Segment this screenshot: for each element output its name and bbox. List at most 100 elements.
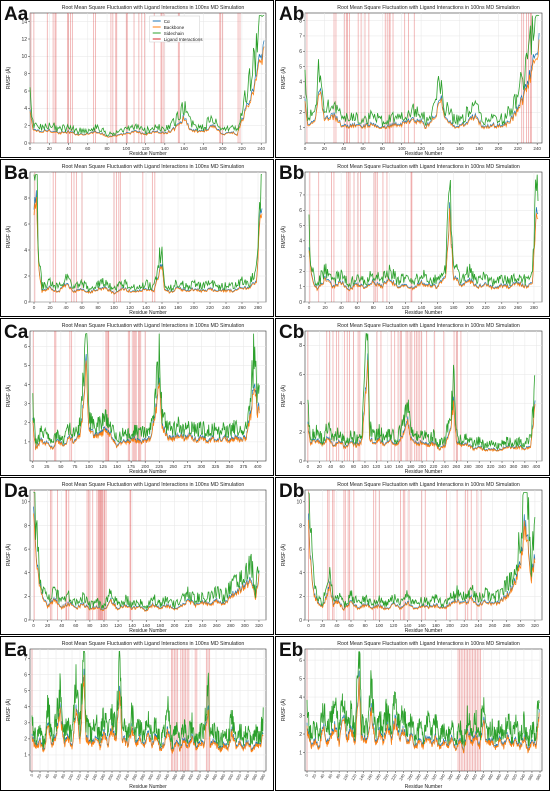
x-tick-label: 80 (371, 305, 377, 310)
x-tick-label: 40 (341, 146, 347, 151)
y-tick-label: 4 (299, 80, 302, 86)
x-tick-label: 375 (240, 464, 248, 469)
x-tick-label: 220 (460, 623, 468, 628)
y-axis-label: RMSF (Å) (5, 226, 12, 249)
y-tick-label: 5 (299, 64, 302, 70)
x-tick-label: 20 (47, 305, 53, 310)
x-tick-label: 420 (195, 772, 203, 781)
chart-title: Root Mean Square Fluctuation with Ligand… (337, 5, 520, 11)
chart-title: Root Mean Square Fluctuation with Ligand… (337, 323, 520, 329)
x-tick-label: 200 (446, 623, 454, 628)
y-tick-label: 6 (24, 547, 27, 553)
x-tick-label: 200 (495, 146, 503, 151)
y-axis-label: RMSF (Å) (5, 699, 12, 722)
panel-da: Da Root Mean Square Fluctuation with Liga… (0, 477, 274, 635)
x-tick-label: 140 (161, 146, 169, 151)
y-tick-label: 8 (299, 523, 302, 529)
y-tick-label: 5 (24, 363, 27, 369)
y-axis-label: RMSF (Å) (280, 226, 287, 249)
x-tick-label: 340 (163, 772, 171, 781)
y-tick-label: 2 (24, 123, 27, 129)
x-tick-label: 260 (131, 772, 139, 781)
x-tick-label: 540 (243, 772, 251, 781)
panel-ea: Ea Root Mean Square Fluctuation with Liga… (0, 636, 274, 791)
x-tick-label: 180 (432, 623, 440, 628)
y-tick-label: 7 (24, 656, 27, 662)
x-tick-label: 175 (127, 464, 135, 469)
y-tick-label: 4 (24, 248, 27, 254)
x-tick-label: 120 (390, 623, 398, 628)
y-tick-label: 1 (24, 440, 27, 446)
x-axis-label: Residue Number (405, 310, 443, 316)
x-tick-label: 120 (417, 146, 425, 151)
x-tick-label: 320 (487, 464, 495, 469)
x-tick-label: 150 (113, 464, 121, 469)
x-tick-label: 160 (158, 305, 166, 310)
x-tick-label: 420 (470, 772, 478, 781)
x-tick-label: 260 (406, 772, 414, 781)
x-tick-label: 140 (358, 772, 366, 781)
series-line-sidechain (308, 492, 536, 608)
y-tick-label: 4 (299, 401, 302, 407)
y-tick-label: 4 (24, 382, 27, 388)
x-tick-label: 60 (355, 305, 361, 310)
x-tick-label: 180 (450, 305, 458, 310)
x-tick-label: 200 (219, 146, 227, 151)
panel-label: Ea (4, 640, 28, 661)
y-axis-label: RMSF (Å) (5, 544, 12, 567)
x-tick-label: 140 (128, 623, 136, 628)
x-tick-label: 220 (238, 146, 246, 151)
x-tick-label: 225 (155, 464, 163, 469)
x-tick-label: 300 (198, 464, 206, 469)
x-tick-label: 360 (510, 464, 518, 469)
y-tick-label: 7 (299, 193, 302, 199)
y-tick-label: 0 (299, 459, 302, 465)
x-tick-label: 325 (212, 464, 220, 469)
x-tick-label: 200 (382, 772, 390, 781)
x-tick-label: 100 (100, 623, 108, 628)
y-tick-label: 4 (299, 571, 302, 577)
x-tick-label: 160 (456, 146, 464, 151)
x-tick-label: 160 (180, 146, 188, 151)
panel-eb: Eb Root Mean Square Fluctuation with Liga… (275, 636, 550, 791)
x-tick-label: 320 (255, 623, 263, 628)
series-line-backbone (307, 359, 536, 453)
legend-box (149, 15, 200, 43)
x-tick-label: 240 (123, 772, 131, 781)
series-line-backbone (31, 674, 264, 755)
x-tick-label: 320 (430, 772, 438, 781)
x-tick-label: 140 (83, 772, 91, 781)
x-tick-label: 80 (60, 772, 67, 779)
x-tick-label: 180 (475, 146, 483, 151)
panel-db: Db Root Mean Square Fluctuation with Liga… (275, 477, 550, 635)
x-tick-label: 480 (495, 772, 503, 781)
x-tick-label: 140 (142, 305, 150, 310)
x-tick-label: 60 (340, 464, 346, 469)
x-tick-label: 260 (453, 464, 461, 469)
x-axis-label: Residue Number (129, 469, 167, 475)
y-tick-label: 5 (299, 223, 302, 229)
x-tick-label: 140 (384, 464, 392, 469)
x-tick-label: 120 (126, 305, 134, 310)
x-tick-label: 580 (259, 772, 267, 781)
x-tick-label: 0 (308, 305, 311, 310)
y-tick-label: 0 (299, 618, 302, 624)
x-tick-label: 120 (114, 623, 122, 628)
x-tick-label: 80 (335, 772, 342, 779)
series-line-backbone (306, 676, 540, 754)
x-tick-label: 160 (434, 305, 442, 310)
x-tick-label: 220 (185, 623, 193, 628)
x-tick-label: 80 (95, 305, 101, 310)
x-tick-label: 300 (147, 772, 155, 781)
x-tick-label: 80 (351, 464, 357, 469)
panel-cb: Cb Root Mean Square Fluctuation with Liga… (275, 318, 550, 476)
x-tick-label: 40 (66, 146, 72, 151)
series-line-sidechain (304, 15, 540, 127)
x-tick-label: 380 (521, 464, 529, 469)
series-line-backbone (33, 196, 263, 295)
x-tick-label: 260 (238, 305, 246, 310)
x-tick-label: 300 (517, 623, 525, 628)
x-tick-label: 220 (482, 305, 490, 310)
x-tick-label: 20 (36, 772, 43, 779)
x-tick-label: 80 (380, 146, 386, 151)
